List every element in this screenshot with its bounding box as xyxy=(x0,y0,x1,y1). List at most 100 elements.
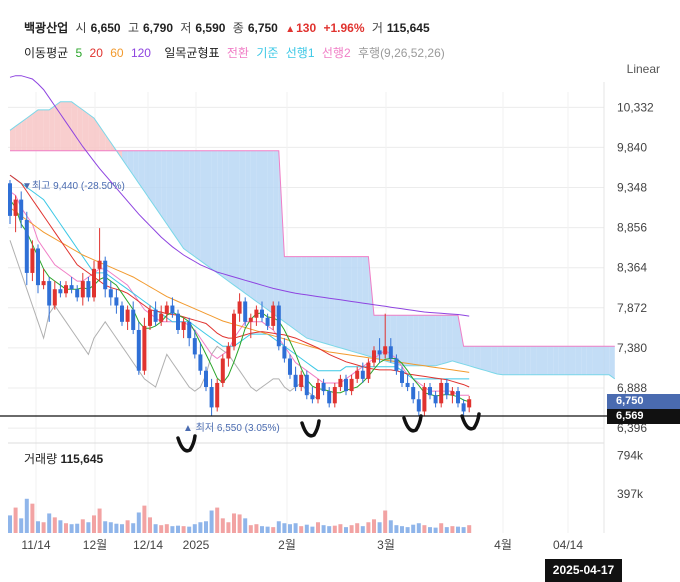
volume-panel-value: 115,645 xyxy=(60,452,104,466)
candle xyxy=(260,309,264,318)
candle xyxy=(316,382,320,400)
ma120-legend: 120 xyxy=(130,46,151,60)
volume-bars xyxy=(8,498,472,533)
indicator-legend[interactable]: 이동평균 5 20 60 120 일목균형표 전환 기준 선행1 선행2 후행(… xyxy=(24,44,449,61)
cloud-segment xyxy=(211,150,218,273)
volume-bar xyxy=(360,526,365,533)
candle xyxy=(97,260,102,269)
volume-bar xyxy=(450,526,455,533)
volume-bar xyxy=(299,526,304,533)
ichimoku-legend-label[interactable]: 일목균형표 xyxy=(164,46,220,60)
cloud-segment xyxy=(564,346,570,375)
cloud-segment xyxy=(273,150,279,318)
candle xyxy=(405,382,410,388)
cloud-segment xyxy=(598,346,604,375)
candle xyxy=(338,378,343,388)
high-marker: ▼최고 9,440 (-28.50%) xyxy=(22,180,125,192)
cloud-segment xyxy=(234,150,240,290)
volume-bar xyxy=(394,525,399,533)
cloud-segment xyxy=(542,346,548,375)
volume-bar xyxy=(103,521,108,533)
cloud-segment xyxy=(570,346,576,375)
cloud-segment xyxy=(38,109,44,151)
cloud-segment xyxy=(474,346,481,370)
cloud-segment xyxy=(525,346,531,375)
span2-legend: 선행2 xyxy=(321,46,351,60)
cloud-segment xyxy=(575,346,582,375)
cloud-segment xyxy=(374,315,380,360)
y-tick-label: 7,872 xyxy=(617,301,647,315)
volume-bar xyxy=(254,524,259,533)
volume-bar xyxy=(243,518,248,533)
ma60-legend: 60 xyxy=(110,46,124,60)
volume-bar xyxy=(456,526,460,533)
candle xyxy=(433,395,438,404)
volume-bar xyxy=(120,524,124,533)
cloud-segment xyxy=(430,315,436,366)
volume-bar xyxy=(226,522,231,533)
ichimoku-params: (9,26,52,26) xyxy=(380,46,445,60)
lagging-legend: 후행 xyxy=(357,46,381,60)
close-label: 종 xyxy=(232,21,244,35)
span1-line xyxy=(9,101,616,380)
ma-legend-label[interactable]: 이동평균 xyxy=(24,46,69,60)
baseline-legend: 기준 xyxy=(256,46,279,60)
volume-bar xyxy=(8,515,12,533)
cloud-segment xyxy=(295,256,302,335)
volume-bar xyxy=(47,513,52,533)
cloud-segment xyxy=(312,256,318,342)
cloud-segment xyxy=(217,150,223,278)
cloud-segment xyxy=(480,346,486,371)
cloud-segment xyxy=(368,256,374,358)
candle xyxy=(388,346,393,359)
candle xyxy=(30,248,35,273)
candle xyxy=(310,395,315,400)
ichimoku-cloud xyxy=(9,101,616,380)
ma5-legend: 5 xyxy=(75,46,83,60)
candle xyxy=(439,382,444,404)
volume-bar xyxy=(444,527,449,533)
candle xyxy=(394,358,399,371)
cloud-segment xyxy=(547,346,554,375)
volume-bar xyxy=(58,520,63,533)
volume-bar xyxy=(204,521,208,533)
cloud-segment xyxy=(346,256,352,352)
cloud-segment xyxy=(222,150,229,282)
candle xyxy=(332,387,337,404)
candle xyxy=(13,199,18,216)
cloud-segment xyxy=(469,346,475,368)
x-tick-label: 2025 xyxy=(183,538,210,552)
volume-bar xyxy=(75,523,80,533)
volume-tick-label: 397k xyxy=(617,487,644,501)
volume-bar xyxy=(36,521,40,533)
candle xyxy=(47,281,52,306)
y-tick-label: 9,840 xyxy=(617,140,647,154)
volume-bar xyxy=(338,524,343,533)
volume-bar xyxy=(260,526,264,533)
cloud-segment xyxy=(206,150,212,269)
change-value: 130 xyxy=(296,21,317,35)
cloud-segment xyxy=(413,315,419,366)
candle xyxy=(204,370,208,388)
candle xyxy=(344,378,348,392)
cloud-segment xyxy=(435,315,442,366)
cloud-segment xyxy=(88,114,94,151)
volume-bar xyxy=(237,514,242,533)
cloud-segment xyxy=(586,346,593,375)
y-tick-label: 6,396 xyxy=(617,421,647,435)
cloud-segment xyxy=(194,150,201,261)
candle xyxy=(450,391,455,396)
scale-toggle[interactable]: Linear xyxy=(626,62,660,76)
volume-bar xyxy=(114,523,119,533)
candles xyxy=(8,180,472,416)
cloud-segment xyxy=(21,118,27,151)
volume-bar xyxy=(69,524,74,533)
candle xyxy=(327,391,332,404)
volume-bar xyxy=(428,527,432,533)
cloud-segment xyxy=(138,150,145,192)
candle xyxy=(159,313,164,322)
cloud-segment xyxy=(502,346,509,375)
volume-bar xyxy=(288,524,292,533)
cloud-segment xyxy=(609,346,615,379)
